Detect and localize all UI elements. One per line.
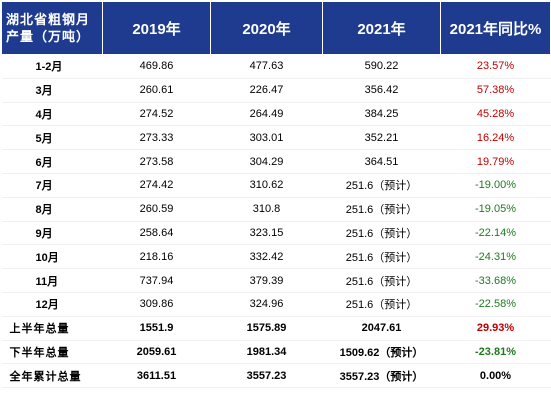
row-label: 4月 xyxy=(1,102,103,127)
value-2021: 251.6（预计） xyxy=(322,197,441,222)
row-label: 5月 xyxy=(1,125,103,151)
value-2021: 251.6（预计） xyxy=(322,268,441,293)
value-2019: 3611.51 xyxy=(102,363,211,389)
value-yoy: 45.28% xyxy=(440,102,551,127)
value-2019: 258.64 xyxy=(102,221,211,246)
value-2021: 251.6（预计） xyxy=(322,244,441,270)
value-yoy: -33.68% xyxy=(440,268,551,293)
value-2019: 469.86 xyxy=(102,54,211,79)
value-2019: 2059.61 xyxy=(102,340,211,365)
table-row: 11月 737.94 379.39 251.6（预计） -33.68% xyxy=(1,268,551,293)
row-label: 3月 xyxy=(1,78,103,103)
value-yoy: -19.05% xyxy=(440,197,551,222)
table-row: 4月 274.52 264.49 384.25 45.28% xyxy=(1,102,551,127)
value-2020: 264.49 xyxy=(210,102,323,127)
value-2019: 273.58 xyxy=(102,149,211,174)
value-yoy: -19.00% xyxy=(440,173,551,198)
value-2021: 251.6（预计） xyxy=(322,292,441,317)
value-2020: 379.39 xyxy=(210,268,323,293)
table-row: 8月 260.59 310.8 251.6（预计） -19.05% xyxy=(1,197,551,222)
value-yoy: -22.14% xyxy=(440,221,551,246)
summary-row: 上半年总量 1551.9 1575.89 2047.61 29.93% xyxy=(1,316,551,341)
value-2020: 310.8 xyxy=(210,197,323,222)
value-yoy: 23.57% xyxy=(440,54,551,79)
value-2019: 218.16 xyxy=(102,244,211,270)
value-2020: 304.29 xyxy=(210,149,323,174)
value-yoy: -22.58% xyxy=(440,292,551,317)
summary-row: 下半年总量 2059.61 1981.34 1509.62（预计） -23.81% xyxy=(1,340,551,365)
value-yoy: -24.31% xyxy=(440,244,551,270)
value-2021: 2047.61 xyxy=(322,316,441,341)
table-row: 9月 258.64 323.15 251.6（预计） -22.14% xyxy=(1,221,551,246)
header-2019: 2019年 xyxy=(102,1,211,55)
value-2020: 477.63 xyxy=(210,54,323,79)
value-2020: 1981.34 xyxy=(210,340,323,365)
row-label: 8月 xyxy=(1,197,103,222)
table-row: 12月 309.86 324.96 251.6（预计） -22.58% xyxy=(1,292,551,317)
value-2021: 356.42 xyxy=(322,78,441,103)
value-2019: 274.42 xyxy=(102,173,211,198)
value-2021: 3557.23（预计） xyxy=(322,363,441,389)
value-2019: 737.94 xyxy=(102,268,211,293)
summary-row: 全年累计总量 3611.51 3557.23 3557.23（预计） 0.00% xyxy=(1,363,551,389)
value-yoy: 29.93% xyxy=(440,316,551,341)
value-2021: 251.6（预计） xyxy=(322,173,441,198)
value-2020: 226.47 xyxy=(210,78,323,103)
value-2020: 1575.89 xyxy=(210,316,323,341)
table-row: 10月 218.16 332.42 251.6（预计） -24.31% xyxy=(1,244,551,270)
value-yoy: -23.81% xyxy=(440,340,551,365)
row-label: 全年累计总量 xyxy=(1,363,103,389)
value-2020: 310.62 xyxy=(210,173,323,198)
value-yoy: 0.00% xyxy=(440,363,551,389)
value-2021: 352.21 xyxy=(322,125,441,151)
header-title: 湖北省粗钢月 产量（万吨） xyxy=(1,1,103,55)
value-2019: 274.52 xyxy=(102,102,211,127)
row-label: 9月 xyxy=(1,221,103,246)
row-label: 12月 xyxy=(1,292,103,317)
value-2019: 1551.9 xyxy=(102,316,211,341)
value-2019: 260.61 xyxy=(102,78,211,103)
value-2019: 309.86 xyxy=(102,292,211,317)
row-label: 上半年总量 xyxy=(1,316,103,341)
header-2021: 2021年 xyxy=(322,1,441,55)
row-label: 下半年总量 xyxy=(1,340,103,365)
value-2020: 3557.23 xyxy=(210,363,323,389)
header-row: 湖北省粗钢月 产量（万吨） 2019年 2020年 2021年 2021年同比% xyxy=(1,1,551,55)
value-2021: 364.51 xyxy=(322,149,441,174)
value-yoy: 16.24% xyxy=(440,125,551,151)
value-2020: 324.96 xyxy=(210,292,323,317)
value-2021: 590.22 xyxy=(322,54,441,79)
steel-output-table: 湖北省粗钢月 产量（万吨） 2019年 2020年 2021年 2021年同比% … xyxy=(1,1,551,389)
value-2021: 251.6（预计） xyxy=(322,221,441,246)
table-row: 7月 274.42 310.62 251.6（预计） -19.00% xyxy=(1,173,551,198)
header-title-line1: 湖北省粗钢月 xyxy=(6,12,91,27)
table-row: 1-2月 469.86 477.63 590.22 23.57% xyxy=(1,54,551,79)
header-2020: 2020年 xyxy=(210,1,323,55)
value-yoy: 57.38% xyxy=(440,78,551,103)
value-2019: 260.59 xyxy=(102,197,211,222)
row-label: 1-2月 xyxy=(1,54,103,79)
table-row: 5月 273.33 303.01 352.21 16.24% xyxy=(1,125,551,151)
value-2020: 332.42 xyxy=(210,244,323,270)
row-label: 10月 xyxy=(1,244,103,270)
row-label: 11月 xyxy=(1,268,103,293)
value-yoy: 19.79% xyxy=(440,149,551,174)
row-label: 6月 xyxy=(1,149,103,174)
value-2021: 1509.62（预计） xyxy=(322,340,441,365)
header-yoy: 2021年同比% xyxy=(440,1,551,55)
value-2020: 303.01 xyxy=(210,125,323,151)
value-2019: 273.33 xyxy=(102,125,211,151)
header-title-line2: 产量（万吨） xyxy=(6,29,91,44)
table-row: 3月 260.61 226.47 356.42 57.38% xyxy=(1,78,551,103)
table-row: 6月 273.58 304.29 364.51 19.79% xyxy=(1,149,551,174)
row-label: 7月 xyxy=(1,173,103,198)
value-2021: 384.25 xyxy=(322,102,441,127)
value-2020: 323.15 xyxy=(210,221,323,246)
